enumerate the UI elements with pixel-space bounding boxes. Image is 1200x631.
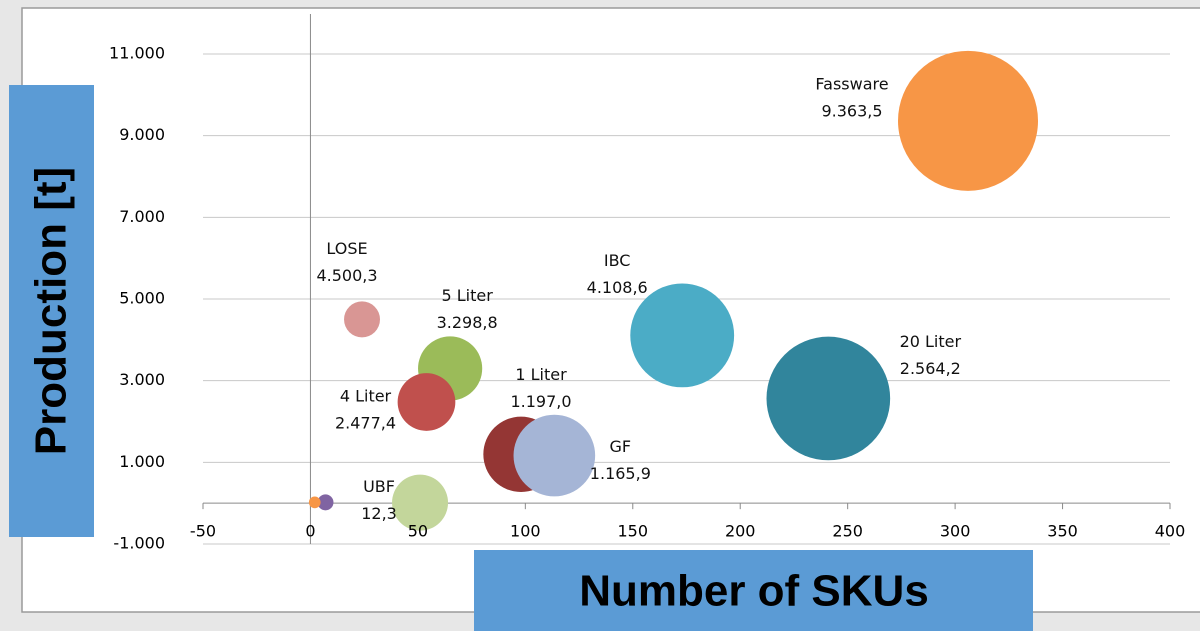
- value-label: 9.363,5: [821, 101, 882, 120]
- y-tick-label: 5.000: [119, 289, 165, 308]
- value-label: 12,3: [361, 504, 397, 523]
- y-tick-label: 11.000: [109, 44, 165, 63]
- point-label: Fassware: [815, 74, 888, 93]
- point-label: LOSE: [326, 239, 367, 258]
- bubble: [630, 283, 735, 388]
- y-tick-label: -1.000: [113, 534, 165, 553]
- x-tick-label: 400: [1155, 522, 1186, 541]
- bubble: [513, 414, 596, 497]
- y-tick-label: 3.000: [119, 370, 165, 389]
- point-label: 5 Liter: [441, 286, 493, 305]
- bubble: [397, 373, 456, 431]
- x-tick-label: 150: [618, 522, 649, 541]
- point-label: GF: [610, 437, 632, 456]
- value-label: 1.197,0: [510, 392, 571, 411]
- x-tick-label: 100: [510, 522, 541, 541]
- bubble: [308, 496, 321, 509]
- point-label: 4 Liter: [340, 387, 392, 406]
- bubble: [898, 50, 1039, 191]
- marks: Fassware 9.363,5 20 Liter 2.564,2 IBC 4.108,6…: [308, 50, 1039, 531]
- point-label: 20 Liter: [900, 332, 962, 351]
- value-label: 4.108,6: [587, 278, 648, 297]
- point-label: UBF: [363, 477, 395, 496]
- value-label: 3.298,8: [437, 313, 498, 332]
- x-tick-label: 300: [940, 522, 971, 541]
- x-tick-label: 350: [1047, 522, 1078, 541]
- x-tick-label: 0: [305, 522, 315, 541]
- point-label: 1 Liter: [515, 365, 567, 384]
- x-title-box: [474, 550, 1033, 631]
- y-title-box: [9, 85, 94, 537]
- x-tick-label: 50: [408, 522, 428, 541]
- bubble: [392, 474, 449, 531]
- y-axis-title: Production [t]: [27, 167, 76, 455]
- value-label: 2.477,4: [335, 414, 396, 433]
- y-tick-label: 9.000: [119, 125, 165, 144]
- x-axis-title: Number of SKUs: [579, 567, 929, 616]
- value-label: 2.564,2: [900, 359, 961, 378]
- value-label: 1.165,9: [590, 464, 651, 483]
- value-label: 4.500,3: [316, 266, 377, 285]
- bubble: [766, 336, 891, 461]
- x-tick-label: -50: [190, 522, 216, 541]
- bubble: [317, 494, 334, 511]
- y-tick-label: 1.000: [119, 452, 165, 471]
- x-tick-label: 200: [725, 522, 756, 541]
- point-label: IBC: [604, 251, 631, 270]
- y-tick-label: 7.000: [119, 207, 165, 226]
- x-tick-label: 250: [832, 522, 863, 541]
- bubble: [344, 301, 381, 338]
